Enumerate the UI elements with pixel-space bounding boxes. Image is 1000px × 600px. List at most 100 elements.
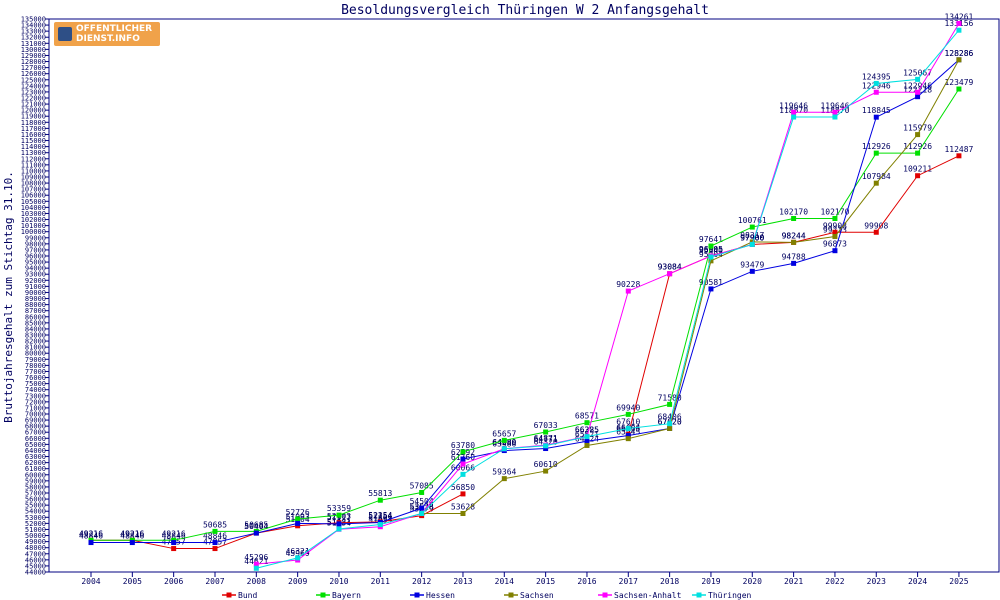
data-label: 64871	[534, 434, 558, 443]
data-point	[129, 540, 135, 546]
data-label: 67610	[616, 418, 640, 427]
series-line	[256, 23, 960, 565]
data-label: 66325	[575, 425, 599, 434]
data-label: 71580	[658, 393, 682, 402]
data-point	[460, 461, 466, 467]
x-tick-label: 2020	[743, 577, 762, 586]
legend-label: Sachsen	[520, 591, 554, 600]
data-label: 99908	[864, 221, 888, 230]
x-tick-label: 2011	[371, 577, 390, 586]
y-tick-label: 89000	[25, 295, 46, 303]
data-point	[625, 411, 631, 417]
y-tick-label: 51000	[25, 526, 46, 534]
data-label: 60610	[534, 460, 558, 469]
data-label: 107984	[862, 172, 891, 181]
data-point	[377, 497, 383, 503]
y-tick-label: 108000	[21, 180, 46, 188]
y-tick-label: 68000	[25, 423, 46, 431]
y-tick-label: 45000	[25, 562, 46, 570]
x-tick-label: 2025	[949, 577, 968, 586]
x-tick-label: 2007	[205, 577, 224, 586]
data-label: 49216	[79, 529, 103, 538]
data-point	[708, 258, 714, 264]
y-tick-label: 135000	[21, 16, 46, 24]
data-point	[749, 224, 755, 230]
legend-marker	[226, 592, 232, 598]
logo-mark-icon	[58, 27, 72, 41]
data-point	[460, 510, 466, 516]
y-tick-label: 78000	[25, 362, 46, 370]
data-label: 48846	[162, 532, 186, 541]
data-label: 102170	[820, 208, 849, 217]
x-axis: 2004 2005 2006 2007 2008 2009 2010 2011 2012 2013…	[81, 572, 969, 586]
y-tick-label: 85000	[25, 319, 46, 327]
data-label: 59364	[492, 468, 516, 477]
y-tick-label: 54000	[25, 508, 46, 516]
y-tick-label: 49000	[25, 538, 46, 546]
data-label: 95840	[699, 246, 723, 255]
data-label: 66285	[575, 426, 599, 435]
data-point	[667, 401, 673, 407]
x-tick-label: 2006	[164, 577, 183, 586]
data-point	[543, 446, 549, 452]
y-tick-label: 122000	[21, 95, 46, 103]
legend-item: Sachsen	[504, 591, 554, 600]
data-point	[212, 528, 218, 534]
y-tick-label: 46000	[25, 556, 46, 564]
legend-item: Bund	[222, 591, 257, 600]
data-point	[791, 114, 797, 120]
x-tick-label: 2017	[619, 577, 638, 586]
data-point	[915, 89, 921, 95]
y-tick-label: 102000	[21, 216, 46, 224]
data-label: 98244	[782, 231, 806, 240]
data-label: 63780	[451, 441, 475, 450]
data-label: 97900	[740, 233, 764, 242]
data-point	[295, 520, 301, 526]
data-label: 98317	[740, 231, 764, 240]
y-tick-label: 132000	[21, 34, 46, 42]
y-tick-label: 93000	[25, 271, 46, 279]
data-label: 128286	[944, 49, 973, 58]
data-point	[253, 565, 259, 571]
data-point	[915, 150, 921, 156]
y-tick-label: 115000	[21, 137, 46, 145]
data-point	[873, 229, 879, 235]
x-tick-label: 2022	[825, 577, 844, 586]
y-tick-label: 114000	[21, 143, 46, 151]
x-tick-label: 2009	[288, 577, 307, 586]
legend-label: Sachsen-Anhalt	[614, 591, 682, 600]
y-tick-label: 96000	[25, 253, 46, 261]
y-tick-label: 83000	[25, 332, 46, 340]
data-label: 99908	[823, 221, 847, 230]
y-tick-label: 73000	[25, 392, 46, 400]
data-label: 97900	[740, 233, 764, 242]
x-tick-label: 2016	[577, 577, 596, 586]
data-label: 53359	[327, 504, 351, 513]
y-tick-label: 79000	[25, 356, 46, 364]
data-point	[749, 241, 755, 247]
y-tick-label: 48000	[25, 544, 46, 552]
series-layer: 4921649216478574785750404516045210352254…	[79, 12, 974, 571]
data-point	[460, 471, 466, 477]
data-label: 115979	[903, 124, 932, 133]
y-tick-label: 95000	[25, 259, 46, 267]
y-tick-label: 91000	[25, 283, 46, 291]
data-label: 118845	[862, 106, 891, 115]
data-label: 46321	[286, 547, 310, 556]
y-tick-label: 60000	[25, 471, 46, 479]
data-point	[584, 442, 590, 448]
y-tick-label: 86000	[25, 313, 46, 321]
x-tick-label: 2014	[495, 577, 514, 586]
data-label: 96873	[823, 240, 847, 249]
legend-label: Hessen	[426, 591, 455, 600]
data-label: 112926	[862, 142, 891, 151]
legend-marker	[602, 592, 608, 598]
data-point	[956, 57, 962, 63]
data-label: 93479	[740, 260, 764, 269]
data-label: 93084	[658, 263, 682, 272]
data-point	[501, 437, 507, 443]
data-point	[336, 526, 342, 532]
data-label: 48846	[79, 532, 103, 541]
x-tick-label: 2010	[329, 577, 348, 586]
y-tick-label: 133000	[21, 28, 46, 36]
